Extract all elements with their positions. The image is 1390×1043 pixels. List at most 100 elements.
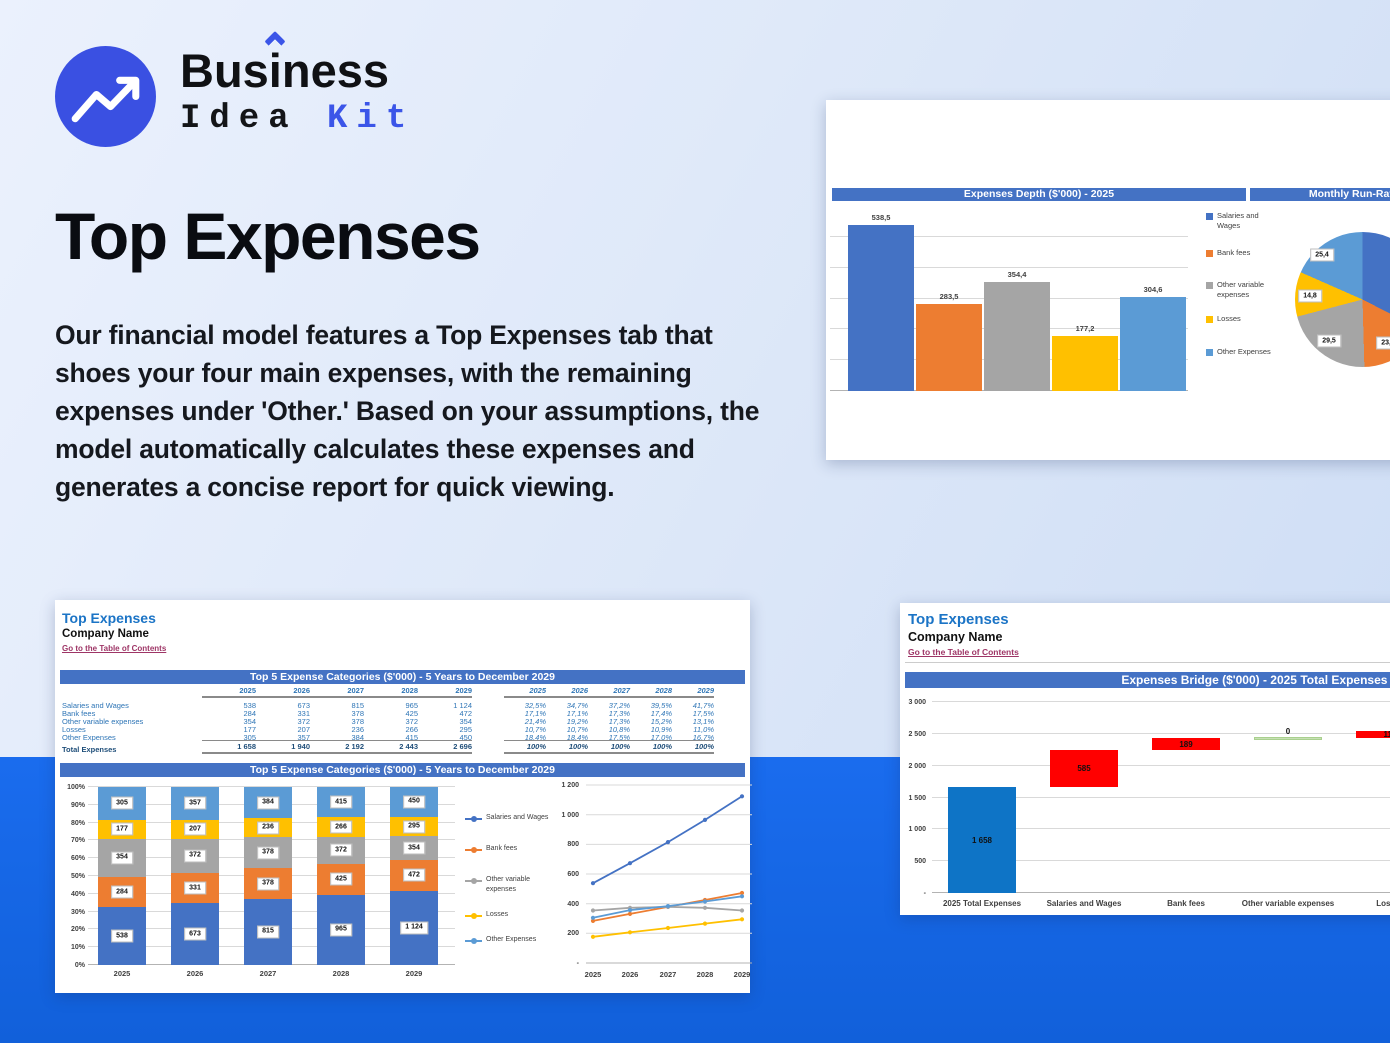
table-cell: 2 192	[310, 740, 364, 754]
table-cell: 378	[351, 709, 364, 718]
chart-header-monthly-run-rate: Monthly Run-Rate ($'000) - 2025	[1250, 188, 1390, 201]
logo[interactable]: Busi ness Idea Kit	[55, 30, 415, 147]
waterfall-bar	[948, 787, 1016, 893]
y-axis-tick: 0%	[74, 962, 85, 969]
y-axis-tick: 70%	[70, 837, 85, 845]
table-cell: 17,1%	[524, 709, 546, 718]
table-of-contents-link[interactable]: Go to the Table of Contents	[62, 644, 167, 653]
column-header: 2028	[630, 686, 672, 698]
line-series	[592, 795, 743, 884]
chart-legend: Salaries and Wages Bank fees Other variabl…	[465, 805, 560, 955]
logo-chart-arrow-icon	[55, 46, 156, 147]
gridline	[88, 786, 455, 787]
table-cell: 284	[243, 709, 256, 718]
x-axis-label: Other variable expenses	[1241, 899, 1335, 908]
sheet-title: Top Expenses	[908, 611, 1009, 628]
bar-value-label: 304,6	[1143, 285, 1163, 295]
brand-line-1: Busi ness	[180, 30, 415, 96]
legend-marker	[470, 877, 477, 884]
column-header: 2025	[202, 686, 256, 698]
table-cell: 295	[459, 725, 472, 734]
table-cell: 1 124	[453, 701, 472, 710]
pie-data-label: 25,4	[1310, 248, 1334, 262]
legend-swatch	[1206, 316, 1213, 323]
stack-value-label: 1 124	[400, 921, 428, 935]
waterfall-bar	[1152, 738, 1220, 751]
table-cell: 815	[351, 701, 364, 710]
table-cell: 305	[243, 733, 256, 742]
table-cell: 415	[405, 733, 418, 742]
line-chart	[586, 784, 752, 964]
data-point	[665, 840, 671, 845]
table-of-contents-link[interactable]: Go to the Table of Contents	[908, 647, 1019, 657]
company-name: Company Name	[62, 628, 149, 640]
legend-item: Losses	[465, 910, 560, 934]
stack-value-label: 815	[257, 925, 279, 939]
y-axis-tick: -	[576, 960, 579, 967]
table-cell: 236	[351, 725, 364, 734]
table-cell: 18,4%	[524, 733, 546, 742]
stack-value-label: 357	[184, 796, 206, 810]
data-point	[739, 794, 745, 799]
stack-value-label: 331	[184, 881, 206, 895]
data-point	[739, 894, 745, 899]
table-cell: 472	[459, 709, 472, 718]
data-point	[590, 881, 596, 886]
x-axis-label: 2025	[584, 970, 602, 979]
chart-header-expenses-bridge: Expenses Bridge ($'000) - 2025 Total Exp…	[905, 672, 1390, 688]
table-cell: 11,0%	[693, 725, 714, 734]
data-point	[665, 925, 671, 931]
legend-swatch	[1206, 349, 1213, 356]
x-axis-label: 2025	[113, 969, 131, 978]
x-axis-label: 2026	[186, 969, 204, 978]
table-cell: 425	[405, 709, 418, 718]
x-axis-label: 2028	[332, 969, 350, 978]
row-label: Total Expenses	[62, 745, 117, 754]
column-header: 2028	[364, 686, 418, 698]
gridline	[932, 732, 1390, 734]
legend-label: Other Expenses	[486, 936, 537, 943]
row-label: Losses	[62, 725, 86, 734]
data-point	[590, 908, 596, 913]
x-axis-label: Losses	[1376, 899, 1390, 908]
table-cell: 17,5%	[692, 709, 714, 718]
x-axis-label: 2025 Total Expenses	[942, 899, 1022, 908]
x-axis-label: 2029	[405, 969, 423, 978]
y-axis-tick: 800	[567, 841, 579, 849]
screenshot-expenses-bridge: Top Expenses Company Name Go to the Tabl…	[900, 603, 1390, 915]
table-cell: 17,4%	[650, 709, 672, 718]
legend-item: Bank fees	[1206, 248, 1284, 271]
y-axis-tick: 90%	[70, 801, 85, 809]
table-year-header-row: 2025 2026 2027 2028 2029 2025 2026 2027 2028 2029	[62, 686, 742, 698]
table-cell: 354	[243, 717, 256, 726]
stack-value-label: 354	[403, 841, 425, 855]
data-point	[739, 908, 745, 913]
bar	[848, 225, 914, 391]
bar-chart-legend: Salaries and Wages Bank fees Other variabl…	[1206, 208, 1284, 378]
divider	[905, 662, 1390, 663]
waterfall-gridlines	[932, 701, 1390, 893]
table-cell: 10,8%	[608, 725, 630, 734]
data-point	[590, 934, 596, 939]
y-axis-tick: -	[923, 890, 926, 897]
page-title: Top Expenses	[55, 199, 481, 273]
table-cell: 1 940	[256, 740, 310, 754]
y-axis-tick: 1 000	[561, 811, 579, 819]
bar	[916, 303, 982, 391]
bar	[1120, 297, 1186, 391]
gridline	[830, 266, 1188, 268]
gridline	[830, 236, 1188, 237]
row-label: Salaries and Wages	[62, 701, 129, 710]
waterfall-connector	[1254, 736, 1322, 740]
y-axis-tick: 80%	[70, 819, 85, 827]
bar-value-label: 283,5	[939, 291, 959, 301]
bar-value-label: 585	[1077, 764, 1091, 774]
table-cell: 2 443	[364, 740, 418, 754]
table-cell: 965	[405, 701, 418, 710]
table-row: Other variable expenses 354 372 378 372 354 21…	[62, 717, 742, 726]
waterfall-bar	[1356, 730, 1390, 739]
table-cell: 32,5%	[524, 701, 546, 710]
table-row: Bank fees 284 331 378 425 472 17,1% 17,1% 17,3% 1…	[62, 709, 742, 718]
table-cell: 331	[297, 709, 310, 718]
stack-value-label: 472	[403, 868, 425, 882]
